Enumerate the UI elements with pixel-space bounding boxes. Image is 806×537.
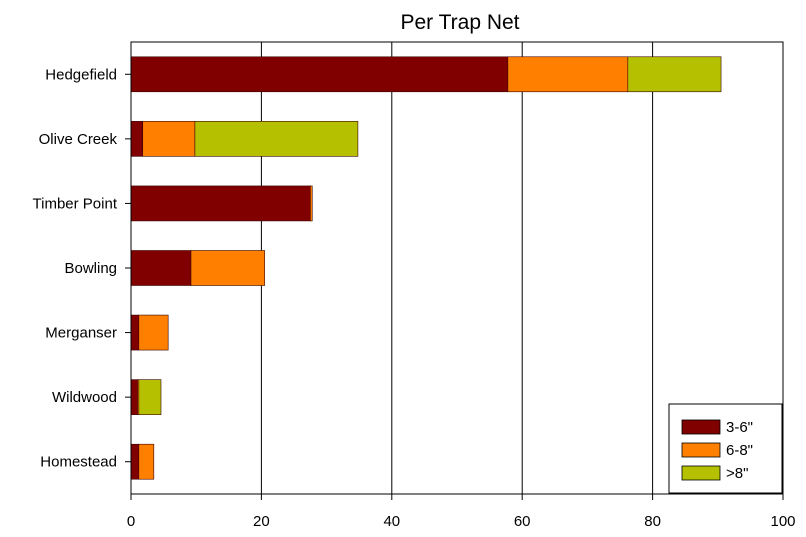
y-category-label-olive-creek: Olive Creek [39,131,118,148]
bar-bowling-series-1 [190,250,265,286]
legend-swatch-0 [681,419,721,435]
x-tick-label-100: 100 [770,513,795,530]
bar-hedgefield-series-2 [627,56,722,93]
bar-merganser-series-1 [138,314,169,351]
legend-label-2: >8" [726,465,748,482]
plot-area-frame [130,41,784,495]
bar-olive-creek-series-2 [194,121,359,157]
bars [130,56,722,480]
x-tick-label-80: 80 [644,513,661,530]
y-category-label-hedgefield: Hedgefield [45,66,117,83]
bar-merganser-series-0 [130,314,140,351]
bar-homestead-series-1 [138,443,155,480]
bar-wildwood-series-2 [138,379,162,415]
legend-label-0: 3-6" [726,419,753,436]
bar-homestead-series-0 [130,443,140,480]
gridlines [125,42,784,500]
bar-hedgefield-series-0 [130,56,509,93]
bar-olive-creek-series-0 [130,121,144,157]
bar-wildwood-series-0 [130,379,138,415]
chart-title: Per Trap Net [400,11,519,34]
bar-timber-point-series-1 [309,185,313,222]
y-category-label-timber-point: Timber Point [33,195,118,212]
bar-hedgefield-series-1 [507,56,629,93]
bar-timber-point-series-0 [130,185,311,222]
legend: 3-6" 6-8" >8" [668,403,783,494]
legend-swatch-1 [681,442,721,458]
y-category-label-homestead: Homestead [40,454,117,471]
x-tick-label-20: 20 [253,513,270,530]
y-axis-category-labels: Hedgefield Olive Creek Timber Point Bowling… [33,66,118,470]
x-tick-label-0: 0 [127,513,135,530]
y-category-label-bowling: Bowling [64,260,117,277]
x-axis-tick-labels: 0 20 40 60 80 100 [127,513,796,530]
legend-label-1: 6-8" [726,442,753,459]
y-category-label-wildwood: Wildwood [52,389,117,406]
x-tick-label-60: 60 [514,513,531,530]
x-tick-label-40: 40 [383,513,400,530]
bar-olive-creek-series-1 [142,121,196,157]
legend-swatch-2 [681,465,721,481]
y-category-label-merganser: Merganser [45,325,117,342]
bar-bowling-series-0 [130,250,192,286]
